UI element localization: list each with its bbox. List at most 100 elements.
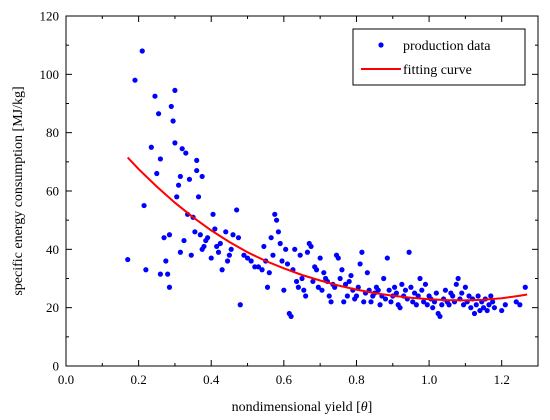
data-point — [397, 305, 403, 311]
data-point — [384, 255, 390, 261]
legend-entry-production-data: production data — [403, 39, 491, 54]
data-point — [413, 302, 419, 308]
data-point — [163, 258, 169, 264]
data-point — [499, 307, 505, 314]
data-point — [382, 296, 389, 302]
data-point — [422, 281, 429, 287]
data-point — [375, 287, 381, 293]
data-point — [208, 255, 214, 261]
data-point — [141, 202, 147, 209]
data-point — [166, 284, 173, 290]
data-point — [357, 261, 363, 267]
data-point — [248, 258, 254, 264]
data-point — [157, 156, 163, 162]
data-point — [152, 93, 158, 99]
data-point — [299, 275, 305, 282]
data-point — [157, 271, 163, 277]
data-point — [143, 267, 149, 273]
data-point — [292, 246, 298, 252]
data-point — [277, 240, 283, 247]
data-point — [284, 261, 291, 267]
data-point — [411, 290, 418, 296]
data-point — [308, 243, 314, 250]
data-point — [437, 313, 443, 320]
data-point — [161, 235, 167, 241]
x-tick-label: 0.4 — [203, 372, 220, 387]
data-point — [442, 287, 449, 293]
tick-labels: 0.0 0.2 0.4 0.6 0.8 1.0 1.2 0 20 40 60 80 100 120 — [40, 9, 510, 388]
data-point — [244, 255, 251, 261]
y-tick-label: 80 — [46, 125, 59, 140]
data-point — [197, 232, 203, 238]
data-point — [368, 299, 374, 305]
data-point — [522, 284, 528, 290]
data-point — [281, 287, 287, 293]
data-point — [172, 87, 178, 93]
data-point — [424, 302, 430, 308]
data-point — [288, 313, 294, 320]
data-point — [386, 287, 392, 293]
data-point — [181, 237, 187, 244]
data-point — [166, 232, 173, 238]
data-point — [237, 302, 243, 308]
data-point — [183, 150, 189, 156]
data-point — [177, 249, 183, 255]
data-point — [450, 293, 456, 299]
data-point — [214, 243, 220, 250]
data-point — [255, 264, 262, 270]
data-point — [215, 249, 222, 255]
data-point — [399, 281, 405, 287]
data-point — [344, 293, 350, 299]
data-point — [228, 246, 234, 252]
legend: production data fitting curve — [352, 28, 526, 86]
x-tick-label: 1.0 — [421, 372, 437, 387]
data-point — [304, 249, 311, 255]
data-point — [205, 235, 211, 241]
data-point — [125, 256, 131, 263]
data-point — [155, 111, 162, 117]
data-point — [266, 270, 272, 276]
x-axis-label-suffix: ] — [368, 400, 373, 415]
data-point — [273, 217, 280, 223]
data-point — [235, 235, 242, 241]
data-point — [502, 302, 508, 308]
data-point — [377, 302, 383, 308]
data-point — [199, 173, 205, 180]
data-point — [295, 284, 301, 290]
plot-area — [125, 48, 528, 320]
data-point — [177, 173, 183, 180]
y-tick-label: 0 — [53, 359, 60, 374]
data-point — [175, 182, 182, 188]
data-point — [297, 252, 303, 258]
data-point — [473, 302, 479, 308]
data-point — [195, 194, 202, 200]
data-point — [210, 211, 216, 217]
data-point — [272, 211, 278, 217]
data-point — [310, 278, 316, 285]
data-point — [226, 252, 232, 258]
data-point — [490, 299, 496, 305]
data-point — [460, 302, 467, 308]
x-axis-label: nondimensional yield [θ] — [232, 400, 373, 415]
data-point — [194, 167, 200, 174]
data-point — [293, 278, 300, 285]
data-point — [172, 140, 178, 146]
data-point — [475, 293, 481, 299]
y-tick-label: 120 — [40, 9, 60, 24]
data-point — [179, 146, 185, 152]
data-point — [154, 170, 160, 177]
data-point — [188, 252, 194, 258]
data-point — [132, 77, 138, 83]
data-point — [303, 293, 309, 299]
data-point — [315, 284, 321, 290]
data-point — [361, 299, 367, 305]
data-point — [491, 305, 498, 311]
data-point — [241, 252, 247, 258]
data-point — [433, 290, 439, 296]
data-point — [468, 305, 474, 311]
data-point — [319, 287, 325, 293]
data-point — [477, 307, 483, 314]
data-point — [279, 258, 285, 264]
data-point — [341, 299, 347, 305]
data-point — [417, 275, 423, 282]
